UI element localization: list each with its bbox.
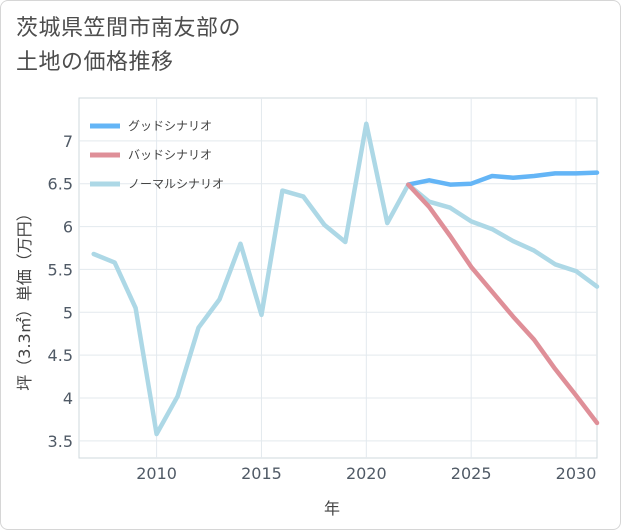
x-tick-label: 2025 (451, 464, 492, 483)
series-line-バッドシナリオ (406, 182, 600, 426)
x-tick-label: 2015 (241, 464, 282, 483)
legend-label-good: グッドシナリオ (128, 119, 212, 133)
y-tick-label: 6.5 (48, 175, 73, 194)
legend-label-normal: ノーマルシナリオ (128, 177, 224, 191)
grid-lines (79, 98, 597, 458)
y-tick-label: 4 (63, 389, 73, 408)
y-tick-label: 5 (63, 303, 73, 322)
series-line-ノーマルシナリオ (91, 121, 600, 437)
y-tick-label: 7 (63, 132, 73, 151)
y-tick-label: 3.5 (48, 432, 73, 451)
x-axis-title: 年 (324, 499, 340, 518)
chart-title: 茨城県笠間市南友部の 土地の価格推移 (16, 12, 241, 80)
x-tick-label: 2010 (136, 464, 177, 483)
series-lines (91, 121, 600, 437)
chart-title-line-1: 茨城県笠間市南友部の (16, 16, 242, 41)
y-tick-label: 4.5 (48, 346, 73, 365)
chart-title-line-2: 土地の価格推移 (16, 50, 174, 75)
x-tick-label: 2020 (346, 464, 387, 483)
x-axis-ticks: 2010 2015 2020 2025 2030 (136, 464, 596, 483)
legend: グッドシナリオ バッドシナリオ ノーマルシナリオ (90, 119, 224, 191)
y-tick-label: 6 (63, 218, 73, 237)
x-tick-label: 2030 (556, 464, 597, 483)
legend-label-bad: バッドシナリオ (128, 148, 212, 162)
y-axis-title: 坪（3.3㎡）単価（万円） (15, 205, 34, 390)
y-axis-ticks: 3.5 4 4.5 5 5.5 6 6.5 7 (48, 132, 73, 451)
series-line-グッドシナリオ (406, 170, 600, 187)
y-tick-label: 5.5 (48, 260, 73, 279)
